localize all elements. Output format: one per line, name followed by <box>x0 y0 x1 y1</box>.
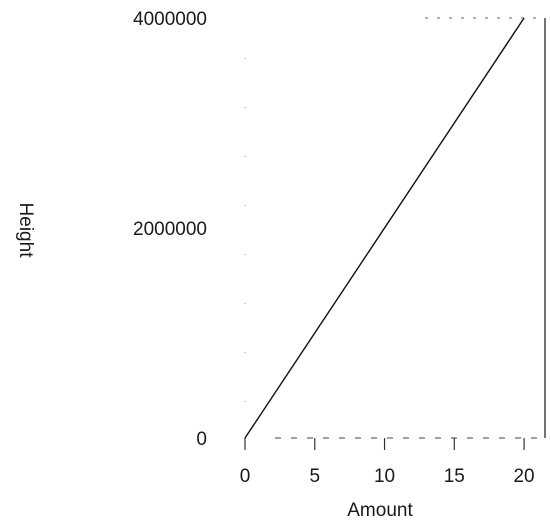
y-axis-label: Height <box>15 203 36 259</box>
x-tick-label: 15 <box>444 466 465 487</box>
series-line <box>244 17 525 439</box>
x-axis-label: Amount <box>347 500 413 521</box>
y-tick-label: 4000000 <box>133 9 207 30</box>
tick-labels: 0 5 10 15 20 0 2000000 4000000 <box>133 9 535 487</box>
axes <box>244 17 546 450</box>
x-tick-label: 5 <box>309 466 320 487</box>
x-tick-label: 10 <box>374 466 395 487</box>
series-lines <box>244 17 525 439</box>
x-tick-label: 20 <box>513 466 534 487</box>
x-tick-label: 0 <box>240 466 251 487</box>
y-tick-label: 2000000 <box>133 219 207 240</box>
y-tick-label: 0 <box>196 429 207 450</box>
